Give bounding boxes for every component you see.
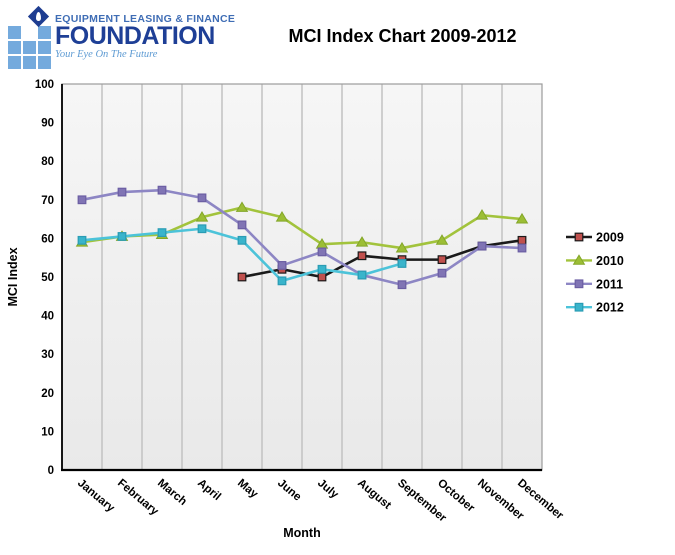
legend-label: 2009 bbox=[596, 231, 624, 245]
y-tick-label: 10 bbox=[41, 426, 54, 438]
y-tick-label: 90 bbox=[41, 118, 54, 130]
logo-squares-icon bbox=[8, 5, 62, 71]
y-tick-label: 50 bbox=[41, 272, 54, 284]
x-tick-label: July bbox=[315, 477, 341, 501]
logo-name: FOUNDATION bbox=[55, 22, 215, 50]
y-axis-labels: 0 10 20 30 40 50 60 70 80 90 100 MCI Index bbox=[6, 79, 54, 477]
logo-text: EQUIPMENT LEASING & FINANCE FOUNDATION Y… bbox=[55, 13, 245, 60]
legend-label: 2010 bbox=[596, 254, 624, 268]
logo-square bbox=[23, 41, 36, 54]
x-tick-label: August bbox=[355, 477, 393, 512]
x-tick-label: February bbox=[115, 477, 161, 518]
series-2012 bbox=[77, 224, 407, 286]
logo-square bbox=[38, 41, 51, 54]
y-tick-label: 100 bbox=[35, 79, 54, 91]
y-tick-label: 80 bbox=[41, 156, 54, 168]
y-tick-label: 0 bbox=[48, 465, 54, 477]
x-tick-label: June bbox=[275, 477, 303, 503]
legend-label: 2011 bbox=[596, 277, 623, 291]
axes bbox=[61, 84, 542, 472]
legend-item-2012: 2012 bbox=[566, 301, 624, 315]
legend-item-2010: 2010 bbox=[566, 254, 624, 268]
page-title: MCI Index Chart 2009-2012 bbox=[288, 26, 517, 46]
logo-square bbox=[8, 56, 21, 69]
y-tick-label: 60 bbox=[41, 233, 54, 245]
legend-item-2011: 2011 bbox=[566, 277, 623, 291]
logo-flame-icon bbox=[36, 12, 41, 21]
foundation-logo: EQUIPMENT LEASING & FINANCE FOUNDATION Y… bbox=[8, 5, 248, 71]
legend-item-2009: 2009 bbox=[566, 231, 624, 245]
y-tick-label: 30 bbox=[41, 349, 54, 361]
logo-square bbox=[38, 56, 51, 69]
legend-label: 2012 bbox=[596, 301, 624, 315]
logo-square bbox=[8, 26, 21, 39]
x-tick-label: January bbox=[75, 477, 117, 515]
y-tick-label: 20 bbox=[41, 388, 54, 400]
x-tick-label: May bbox=[235, 477, 260, 501]
y-tick-label: 70 bbox=[41, 195, 54, 207]
logo-square bbox=[8, 41, 21, 54]
y-tick-label: 40 bbox=[41, 311, 54, 323]
x-tick-label: April bbox=[195, 477, 223, 503]
logo-tagline-bottom: Your Eye On The Future bbox=[55, 49, 158, 60]
logo-square bbox=[38, 26, 51, 39]
x-axis-title: Month bbox=[283, 526, 320, 540]
legend: 2009 2010 2011 2012 bbox=[566, 231, 624, 315]
logo-tagline-top: EQUIPMENT LEASING & FINANCE bbox=[55, 13, 236, 25]
x-tick-label: March bbox=[155, 477, 189, 508]
logo-square bbox=[23, 56, 36, 69]
y-axis-title: MCI Index bbox=[6, 247, 20, 306]
series-2011 bbox=[77, 185, 527, 290]
gridlines bbox=[61, 83, 543, 471]
logo-diamond-icon bbox=[27, 5, 50, 28]
